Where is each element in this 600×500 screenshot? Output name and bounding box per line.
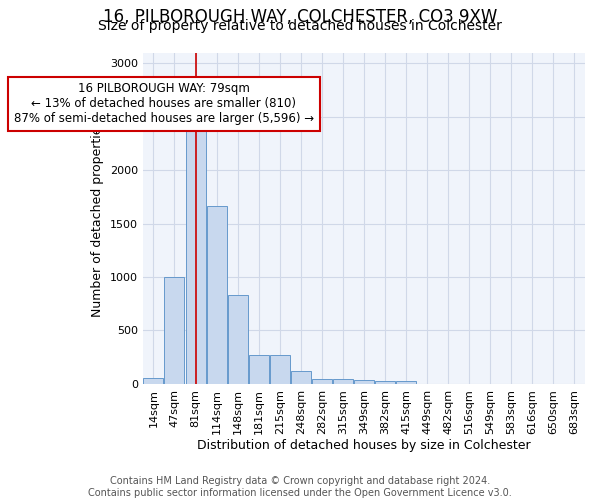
Text: Contains HM Land Registry data © Crown copyright and database right 2024.
Contai: Contains HM Land Registry data © Crown c… bbox=[88, 476, 512, 498]
Bar bbox=[375, 381, 395, 384]
Bar bbox=[143, 378, 163, 384]
Text: 16 PILBOROUGH WAY: 79sqm
← 13% of detached houses are smaller (810)
87% of semi-: 16 PILBOROUGH WAY: 79sqm ← 13% of detach… bbox=[14, 82, 314, 126]
Bar bbox=[206, 206, 227, 384]
Text: Size of property relative to detached houses in Colchester: Size of property relative to detached ho… bbox=[98, 19, 502, 33]
Bar bbox=[164, 277, 184, 384]
Bar bbox=[270, 354, 290, 384]
Bar bbox=[249, 354, 269, 384]
Bar bbox=[396, 381, 416, 384]
Text: 16, PILBOROUGH WAY, COLCHESTER, CO3 9XW: 16, PILBOROUGH WAY, COLCHESTER, CO3 9XW bbox=[103, 8, 497, 26]
X-axis label: Distribution of detached houses by size in Colchester: Distribution of detached houses by size … bbox=[197, 440, 531, 452]
Bar bbox=[354, 380, 374, 384]
Bar bbox=[227, 294, 248, 384]
Bar bbox=[312, 378, 332, 384]
Bar bbox=[333, 378, 353, 384]
Y-axis label: Number of detached properties: Number of detached properties bbox=[91, 120, 104, 316]
Bar bbox=[291, 371, 311, 384]
Bar bbox=[185, 120, 206, 384]
